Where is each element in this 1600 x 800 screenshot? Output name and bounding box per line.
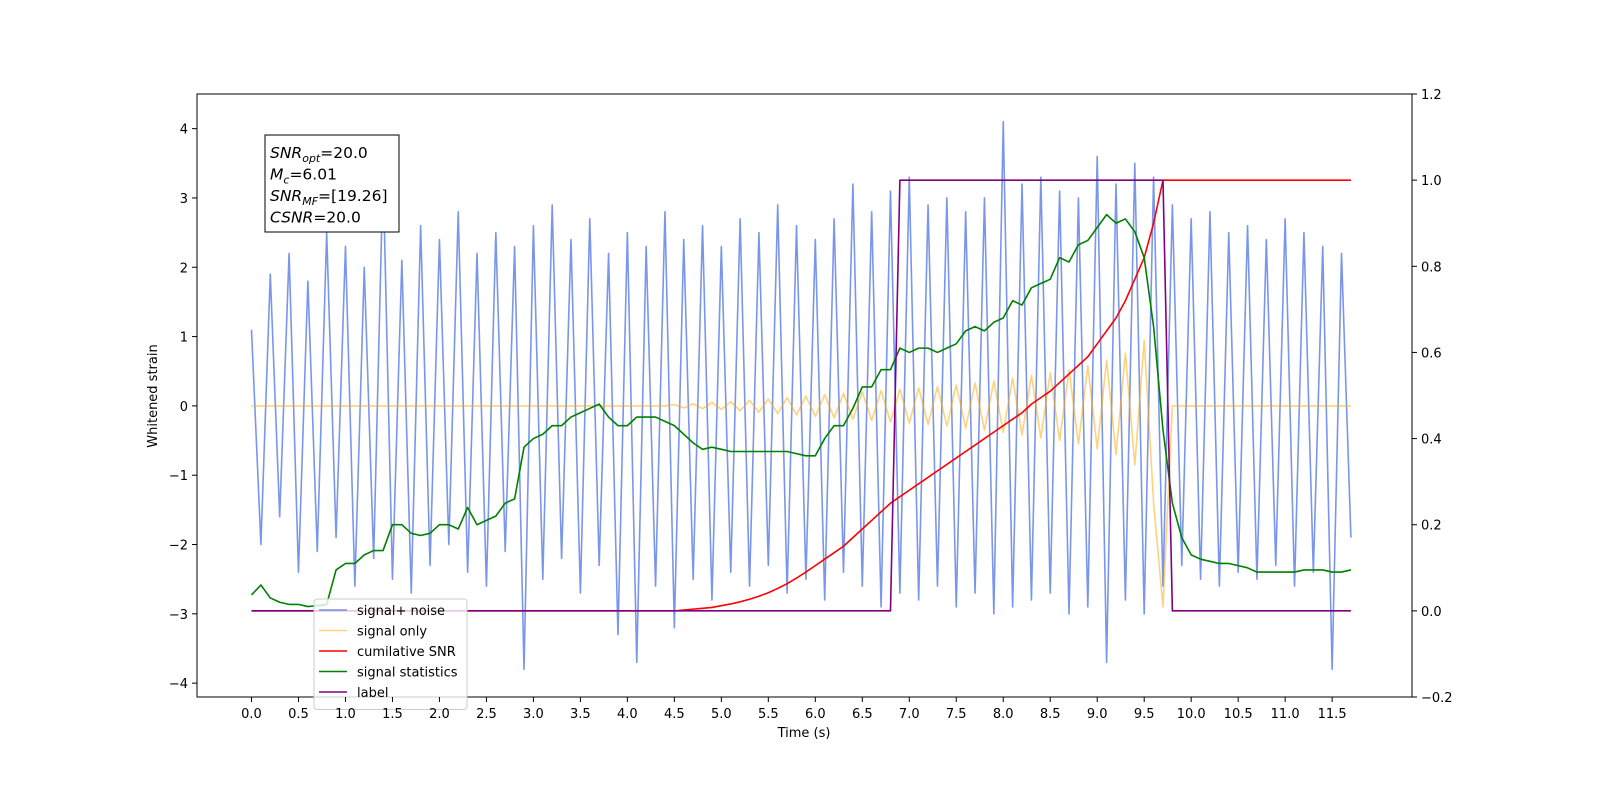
y2-tick-label: 1.0 <box>1421 174 1442 189</box>
y-tick-label: −4 <box>169 677 188 692</box>
y2-tick-label: 0.0 <box>1421 605 1442 620</box>
legend-label: label <box>357 686 388 701</box>
annotation-line: CSNR=20.0 <box>270 209 361 227</box>
legend: signal+ noise signal only cumilative SNR si… <box>313 598 468 710</box>
x-tick-label: 2.0 <box>429 707 450 722</box>
annotation-value: =20.0 <box>320 144 368 162</box>
y-tick-label: 4 <box>180 123 188 138</box>
x-tick-label: 10.0 <box>1177 707 1206 722</box>
legend-label: signal statistics <box>357 666 458 681</box>
x-tick-label: 3.5 <box>570 707 591 722</box>
annotation-value: =20.0 <box>313 209 361 227</box>
x-tick-label: 2.5 <box>476 707 497 722</box>
x-tick-label: 3.0 <box>523 707 544 722</box>
x-tick-label: 5.0 <box>711 707 732 722</box>
x-tick-label: 8.0 <box>993 707 1014 722</box>
y2-tick-label: 1.2 <box>1421 88 1442 103</box>
annotation-subscript: c <box>283 174 289 187</box>
x-tick-label: 0.0 <box>241 707 262 722</box>
x-tick-label: 7.5 <box>946 707 967 722</box>
x-tick-label: 1.5 <box>382 707 403 722</box>
y2-tick-label: 0.6 <box>1421 346 1442 361</box>
annotation-line: SNRMF=[19.26] <box>270 187 388 208</box>
x-tick-label: 4.5 <box>664 707 685 722</box>
x-tick-label: 0.5 <box>288 707 309 722</box>
y-tick-label: −2 <box>169 539 188 554</box>
annotation-line: SNRopt=20.0 <box>270 144 368 165</box>
x-tick-label: 6.0 <box>805 707 826 722</box>
x-tick-label: 8.5 <box>1040 707 1061 722</box>
y-tick-label: 3 <box>180 192 188 207</box>
y2-tick-label: 0.8 <box>1421 260 1442 275</box>
x-axis-label: Time (s) <box>777 726 831 741</box>
annotation-line: Mc=6.01 <box>270 166 337 187</box>
x-tick-label: 6.5 <box>852 707 873 722</box>
annotation-box <box>264 134 400 233</box>
annotation-symbol: CSNR <box>270 209 313 227</box>
y-tick-label: −1 <box>169 469 188 484</box>
annotation-subscript: opt <box>302 152 321 165</box>
axes-frame <box>196 93 1413 698</box>
annotation-symbol: SNR <box>270 187 302 205</box>
annotation-symbol: SNR <box>270 144 302 162</box>
y-tick-label: 2 <box>180 261 188 276</box>
y-tick-label: 1 <box>180 331 188 346</box>
annotation-value: =6.01 <box>289 166 337 184</box>
annotation-subscript: MF <box>302 195 318 208</box>
x-tick-label: 1.0 <box>335 707 356 722</box>
y-tick-label: 0 <box>180 400 188 415</box>
x-tick-label: 5.5 <box>758 707 779 722</box>
series-line <box>251 339 1351 608</box>
y2-tick-label: 0.4 <box>1421 433 1442 448</box>
x-tick-label: 7.0 <box>899 707 920 722</box>
legend-label: signal+ noise <box>357 604 445 619</box>
legend-box <box>313 598 468 710</box>
series-line <box>250 213 1352 608</box>
y-tick-label: −3 <box>169 608 188 623</box>
annotation-value: =[19.26] <box>318 187 387 205</box>
x-tick-label: 10.5 <box>1224 707 1253 722</box>
y-axis-label: Whitened strain <box>146 344 161 447</box>
legend-label: cumilative SNR <box>357 645 456 660</box>
legend-label: signal only <box>357 625 427 640</box>
y2-tick-label: 0.2 <box>1421 519 1442 534</box>
annotation-symbol: M <box>270 166 283 184</box>
x-tick-label: 9.5 <box>1134 707 1155 722</box>
x-tick-label: 11.5 <box>1318 707 1347 722</box>
y2-tick-label: −0.2 <box>1421 691 1453 706</box>
x-tick-label: 11.0 <box>1271 707 1300 722</box>
x-tick-label: 4.0 <box>617 707 638 722</box>
x-tick-label: 9.0 <box>1087 707 1108 722</box>
